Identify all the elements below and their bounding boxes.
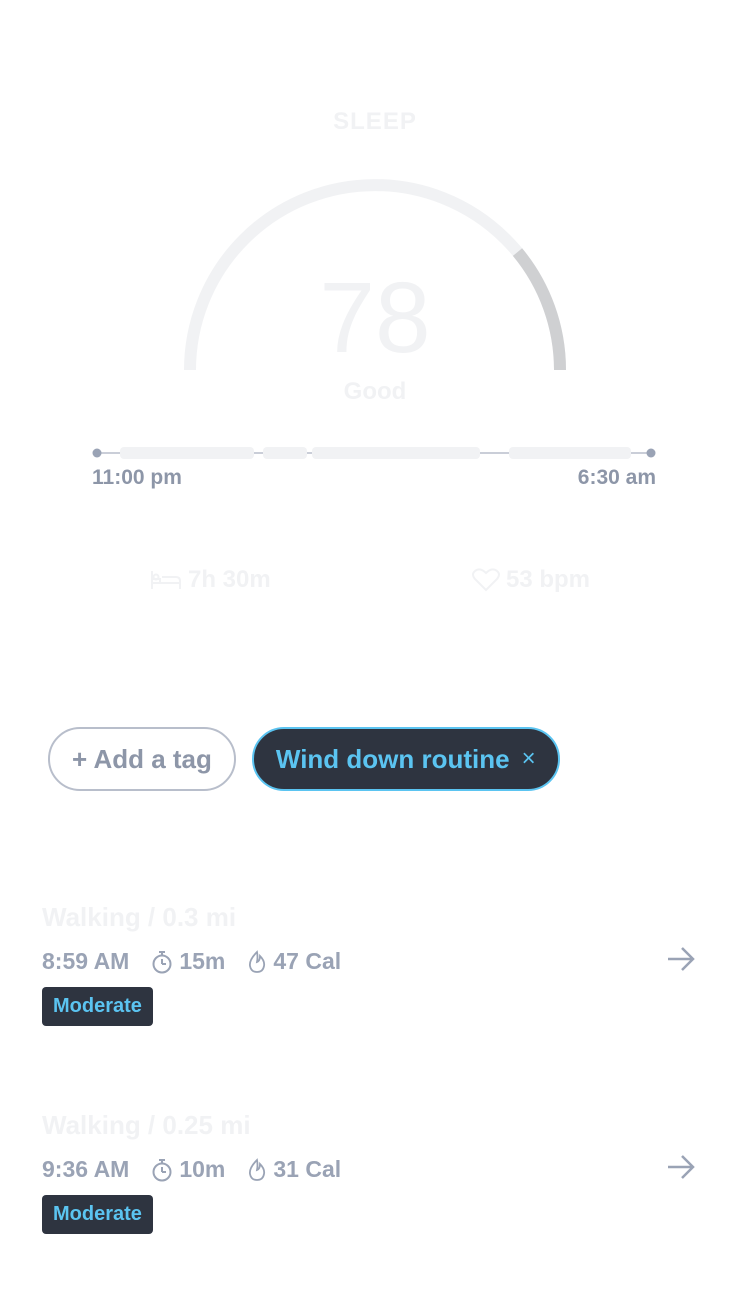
activity-time: 9:36 AM [42, 1156, 130, 1182]
bed-icon [151, 571, 181, 589]
sleep-score-label: Good [343, 378, 407, 405]
sleep-section-label: SLEEP [333, 108, 417, 135]
sleep-duration-value: 7h 30m [188, 566, 271, 593]
sleep-end-time: 6:30 am [577, 466, 656, 489]
activity-item[interactable]: Walking / 0.3 mi 8:59 AM 15m 47 Cal Mode… [42, 902, 708, 1042]
activity-calories: 31 Cal [273, 1156, 342, 1182]
activity-time: 8:59 AM [42, 948, 130, 974]
arrow-right-icon[interactable] [666, 1154, 696, 1180]
close-icon[interactable]: × [521, 745, 536, 772]
tag-chip-wind-down-routine[interactable]: Wind down routine × [251, 727, 560, 791]
tag-chip-label: Wind down routine [275, 743, 510, 774]
stopwatch-icon [152, 950, 172, 973]
flame-icon [249, 949, 266, 973]
activity-duration: 15m [179, 948, 226, 974]
sleep-score-gauge [184, 179, 566, 371]
sleep-score: 78 [319, 262, 431, 374]
stopwatch-icon [152, 1158, 172, 1181]
tag-row: + Add a tag Wind down routine × [48, 727, 560, 791]
activity-duration: 10m [179, 1156, 226, 1182]
flame-icon [249, 1157, 266, 1181]
sleep-start-time: 11:00 pm [92, 466, 182, 489]
arrow-right-icon[interactable] [666, 946, 696, 972]
intensity-badge: Moderate [42, 1195, 153, 1234]
activity-meta: 9:36 AM 10m 31 Cal [42, 1156, 708, 1183]
activity-item[interactable]: Walking / 0.25 mi 9:36 AM 10m 31 Cal Mod… [42, 1110, 708, 1250]
activity-meta: 8:59 AM 15m 47 Cal [42, 948, 708, 975]
add-tag-button[interactable]: + Add a tag [48, 727, 236, 791]
gauge-fill [512, 248, 566, 371]
activity-title: Walking / 0.3 mi [42, 902, 237, 932]
heart-icon [472, 568, 500, 592]
sleep-duration-stat: 7h 30m [150, 566, 271, 594]
activity-title: Walking / 0.25 mi [42, 1110, 251, 1140]
intensity-badge: Moderate [42, 987, 153, 1026]
add-tag-label: + Add a tag [72, 743, 212, 774]
sleep-heart-rate-value: 53 bpm [506, 566, 591, 593]
sleep-heart-rate-stat: 53 bpm [472, 566, 590, 594]
sleep-timeline [92, 447, 656, 459]
activity-calories: 47 Cal [273, 948, 342, 974]
